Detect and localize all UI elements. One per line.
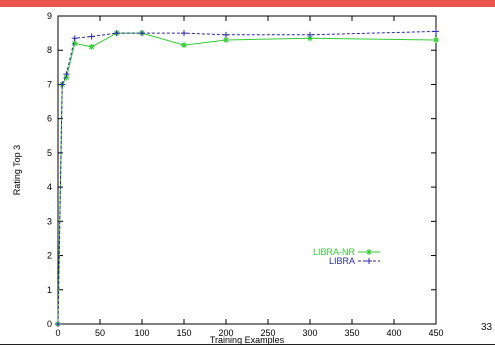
data-point-libra-nr xyxy=(433,36,439,43)
legend-marker-libra-nr xyxy=(366,249,372,255)
legend-marker-libra xyxy=(366,258,372,264)
y-tick-label: 0 xyxy=(47,319,52,329)
bottom-rule xyxy=(0,344,495,345)
y-axis-label: Rating Top 3 xyxy=(12,145,22,195)
data-point-libra xyxy=(63,71,70,78)
x-tick-label: 250 xyxy=(260,328,275,338)
x-tick-label: 50 xyxy=(95,328,105,338)
y-tick-label: 5 xyxy=(47,148,52,158)
x-tick-label: 450 xyxy=(428,328,443,338)
data-point-libra-nr xyxy=(223,36,229,43)
x-tick-label: 150 xyxy=(176,328,191,338)
x-axis-label: Training Examples xyxy=(210,335,285,345)
y-tick-label: 6 xyxy=(47,114,52,124)
top-accent-bar xyxy=(0,0,495,7)
x-tick-label: 400 xyxy=(386,328,401,338)
data-point-libra-nr xyxy=(71,40,78,47)
y-tick-label: 8 xyxy=(47,45,52,55)
legend-label-libra: LIBRA xyxy=(329,256,355,266)
y-tick-label: 7 xyxy=(47,79,52,89)
data-point-libra-nr xyxy=(63,74,70,81)
x-tick-label: 0 xyxy=(55,328,60,338)
plot-frame xyxy=(57,15,437,325)
data-point-libra xyxy=(307,31,313,38)
data-point-libra xyxy=(59,81,66,88)
y-tick-label: 3 xyxy=(47,216,52,226)
series-line-libra-nr xyxy=(57,32,437,325)
data-point-libra xyxy=(55,321,61,327)
x-tick-label: 200 xyxy=(218,328,233,338)
y-tick-label: 1 xyxy=(47,285,52,295)
y-tick-label: 4 xyxy=(47,182,52,192)
data-point-libra xyxy=(181,30,187,37)
x-tick-label: 100 xyxy=(134,328,149,338)
data-point-libra-nr xyxy=(307,35,313,42)
data-point-libra xyxy=(71,35,78,42)
data-point-libra-nr xyxy=(181,42,187,49)
x-tick-label: 350 xyxy=(344,328,359,338)
data-point-libra xyxy=(223,31,229,38)
x-tick-label: 300 xyxy=(302,328,317,338)
legend-label-libra-nr: LIBRA-NR xyxy=(313,247,356,257)
data-point-libra xyxy=(113,30,120,37)
data-point-libra xyxy=(139,30,145,37)
series-line-libra xyxy=(57,30,437,325)
data-point-libra-nr xyxy=(88,43,95,50)
y-tick-label: 2 xyxy=(47,251,52,261)
data-point-libra xyxy=(88,33,95,40)
page-number: 33 xyxy=(481,322,493,333)
y-tick-label: 9 xyxy=(47,11,52,21)
data-point-libra xyxy=(433,28,439,35)
